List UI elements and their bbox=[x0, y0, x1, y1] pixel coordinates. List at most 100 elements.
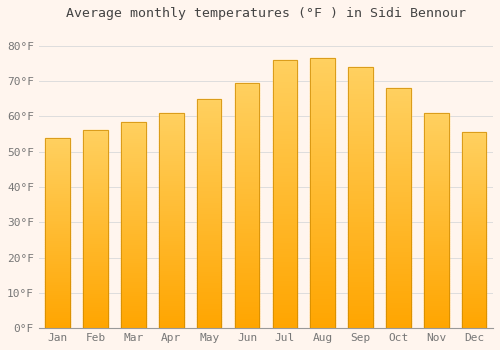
Bar bbox=[84, 214, 108, 216]
Bar bbox=[462, 318, 486, 320]
Bar bbox=[310, 320, 335, 323]
Bar bbox=[159, 238, 184, 240]
Bar bbox=[462, 172, 486, 173]
Bar bbox=[84, 208, 108, 210]
Bar bbox=[159, 307, 184, 309]
Bar bbox=[159, 143, 184, 145]
Bar bbox=[121, 320, 146, 322]
Bar bbox=[46, 159, 70, 160]
Bar bbox=[234, 269, 260, 272]
Bar bbox=[386, 316, 410, 318]
Bar bbox=[310, 88, 335, 91]
Bar bbox=[159, 158, 184, 160]
Bar bbox=[46, 206, 70, 208]
Bar bbox=[386, 254, 410, 256]
Bar bbox=[348, 145, 373, 148]
Bar bbox=[234, 223, 260, 225]
Bar bbox=[310, 234, 335, 236]
Bar bbox=[84, 150, 108, 152]
Bar bbox=[462, 169, 486, 172]
Bar bbox=[197, 119, 222, 122]
Bar bbox=[46, 301, 70, 303]
Bar bbox=[234, 120, 260, 122]
Bar bbox=[462, 246, 486, 248]
Bar bbox=[310, 253, 335, 255]
Bar bbox=[234, 250, 260, 252]
Bar bbox=[348, 266, 373, 268]
Bar bbox=[159, 313, 184, 315]
Bar bbox=[424, 180, 448, 182]
Bar bbox=[197, 174, 222, 177]
Bar bbox=[234, 161, 260, 164]
Bar bbox=[46, 198, 70, 201]
Bar bbox=[386, 131, 410, 134]
Bar bbox=[46, 202, 70, 204]
Bar bbox=[234, 107, 260, 110]
Bar bbox=[121, 252, 146, 254]
Bar bbox=[348, 307, 373, 310]
Bar bbox=[272, 242, 297, 245]
Bar bbox=[348, 192, 373, 195]
Bar bbox=[386, 263, 410, 266]
Bar bbox=[121, 233, 146, 235]
Bar bbox=[462, 150, 486, 152]
Bar bbox=[159, 115, 184, 117]
Bar bbox=[234, 171, 260, 174]
Bar bbox=[424, 136, 448, 139]
Bar bbox=[197, 287, 222, 289]
Bar bbox=[197, 190, 222, 193]
Bar bbox=[462, 301, 486, 303]
Bar bbox=[424, 117, 448, 119]
Bar bbox=[424, 164, 448, 167]
Bar bbox=[197, 128, 222, 131]
Bar bbox=[197, 298, 222, 301]
Bar bbox=[386, 266, 410, 268]
Bar bbox=[386, 139, 410, 141]
Bar bbox=[121, 182, 146, 184]
Bar bbox=[234, 156, 260, 159]
Bar bbox=[197, 126, 222, 128]
Bar bbox=[234, 304, 260, 306]
Bar bbox=[159, 276, 184, 279]
Bar bbox=[424, 115, 448, 117]
Bar bbox=[159, 279, 184, 281]
Bar bbox=[197, 227, 222, 230]
Bar bbox=[234, 326, 260, 328]
Bar bbox=[310, 58, 335, 61]
Bar bbox=[84, 132, 108, 134]
Bar bbox=[424, 244, 448, 246]
Bar bbox=[348, 289, 373, 292]
Bar bbox=[272, 154, 297, 156]
Bar bbox=[424, 324, 448, 326]
Bar bbox=[197, 271, 222, 273]
Bar bbox=[462, 152, 486, 154]
Bar bbox=[121, 159, 146, 161]
Bar bbox=[197, 308, 222, 310]
Bar bbox=[159, 195, 184, 197]
Bar bbox=[234, 228, 260, 230]
Bar bbox=[121, 173, 146, 175]
Bar bbox=[234, 112, 260, 115]
Bar bbox=[386, 88, 410, 91]
Bar bbox=[84, 316, 108, 318]
Bar bbox=[462, 291, 486, 293]
Bar bbox=[310, 166, 335, 169]
Bar bbox=[386, 167, 410, 170]
Bar bbox=[46, 286, 70, 288]
Bar bbox=[159, 216, 184, 218]
Bar bbox=[234, 152, 260, 154]
Bar bbox=[234, 105, 260, 107]
Bar bbox=[197, 188, 222, 190]
Bar bbox=[159, 268, 184, 270]
Bar bbox=[462, 250, 486, 252]
Bar bbox=[386, 230, 410, 232]
Bar bbox=[46, 139, 70, 141]
Bar bbox=[159, 169, 184, 171]
Bar bbox=[84, 287, 108, 289]
Bar bbox=[197, 312, 222, 314]
Bar bbox=[348, 172, 373, 174]
Bar bbox=[159, 162, 184, 164]
Bar bbox=[424, 300, 448, 302]
Bar bbox=[386, 299, 410, 302]
Bar bbox=[348, 83, 373, 85]
